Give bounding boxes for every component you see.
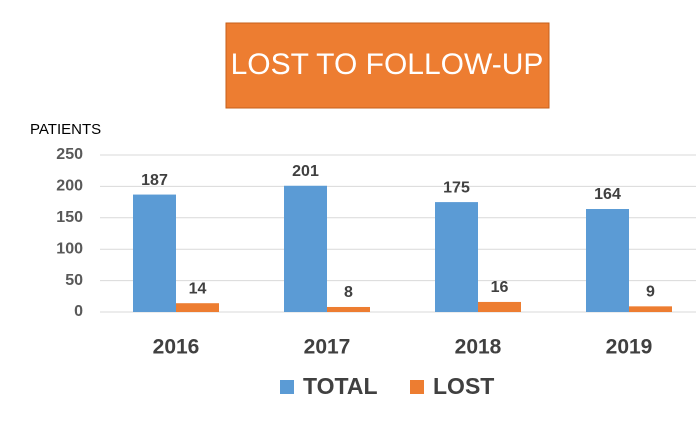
- bar: [284, 185, 327, 312]
- bar: [478, 301, 521, 312]
- bar: [133, 194, 176, 312]
- data-label: 14: [189, 280, 207, 297]
- title-box: [225, 22, 550, 109]
- y-tick-label: 250: [56, 146, 83, 163]
- y-tick-label: 100: [56, 240, 83, 257]
- legend-swatch: [410, 380, 424, 394]
- data-label: 8: [344, 284, 353, 301]
- x-tick-label: 2018: [455, 336, 502, 359]
- data-label: 175: [443, 179, 470, 196]
- y-tick-label: 200: [56, 178, 83, 195]
- data-label: 187: [141, 172, 168, 189]
- chart-title: LOST TO FOLLOW-UP: [231, 48, 544, 81]
- data-label: 201: [292, 163, 319, 180]
- data-label: 16: [491, 279, 509, 296]
- legend-label: TOTAL: [303, 373, 378, 399]
- y-tick-label: 0: [74, 303, 83, 320]
- data-label: 9: [646, 284, 655, 301]
- bar: [327, 306, 370, 312]
- legend-label: LOST: [433, 373, 494, 399]
- y-axis-label: PATIENTS: [30, 121, 101, 138]
- legend-swatch: [280, 380, 294, 394]
- bar: [435, 202, 478, 312]
- bar: [176, 303, 219, 312]
- x-tick-label: 2017: [304, 336, 351, 359]
- y-tick-label: 150: [56, 209, 83, 226]
- bar: [629, 306, 672, 312]
- y-tick-label: 50: [65, 272, 83, 289]
- data-label: 164: [594, 186, 621, 203]
- bar: [586, 209, 629, 312]
- x-tick-label: 2019: [606, 336, 653, 359]
- x-tick-label: 2016: [153, 336, 200, 359]
